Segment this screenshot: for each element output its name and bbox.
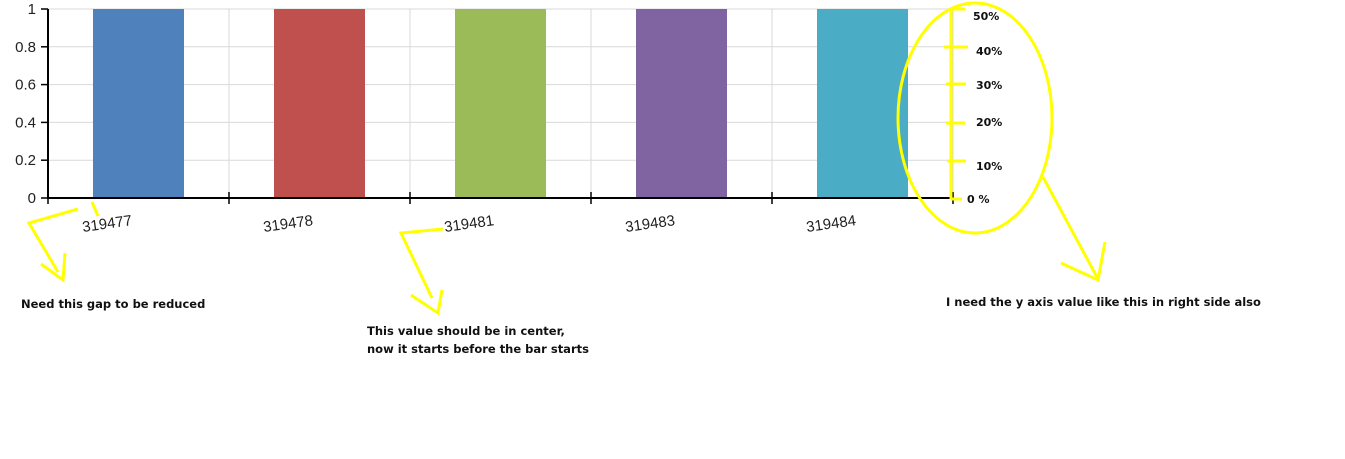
x-tick-label: 319484 xyxy=(805,212,857,236)
right-axis-label: 20% xyxy=(976,116,1002,129)
center-note-line2: now it starts before the bar starts xyxy=(367,342,589,356)
y-tick-label: 0.4 xyxy=(15,114,36,131)
center-note-line1: This value should be in center, xyxy=(367,324,565,338)
bars xyxy=(93,9,908,198)
x-axis-ticks: 319477 319478 319481 319483 319484 xyxy=(47,192,954,236)
right-axis-label: 40% xyxy=(976,45,1002,58)
y-tick-label: 0.8 xyxy=(15,39,36,56)
annotation-marks xyxy=(26,1,1107,316)
right-axis-label: 50% xyxy=(973,10,999,23)
right-axis-label: 10% xyxy=(976,160,1002,173)
y-axis-ticks: 0 0.2 0.4 0.6 0.8 1 xyxy=(15,1,48,207)
y-tick-label: 1 xyxy=(28,1,36,18)
highlight-ellipse xyxy=(896,1,1054,235)
bar-319481 xyxy=(455,9,546,198)
axes xyxy=(47,9,953,199)
gap-note: Need this gap to be reduced xyxy=(21,297,205,311)
y-tick-label: 0.6 xyxy=(15,77,36,94)
right-axis-labels: 0 % 10% 20% 30% 40% 50% xyxy=(967,10,1002,206)
bar-319484 xyxy=(817,9,908,198)
bar-319478 xyxy=(274,9,365,198)
x-tick-label: 319481 xyxy=(443,212,495,236)
right-axis-label: 30% xyxy=(976,79,1002,92)
right-axis-note: I need the y axis value like this in rig… xyxy=(946,295,1261,309)
center-arrow xyxy=(398,227,444,316)
right-yaxis-sketch xyxy=(944,7,968,201)
x-tick-label: 319478 xyxy=(262,212,314,236)
right-axis-label: 0 % xyxy=(967,193,990,206)
bar-319483 xyxy=(636,9,727,198)
right-note-arrow xyxy=(1041,176,1107,283)
y-tick-label: 0.2 xyxy=(15,152,36,169)
gap-arrow xyxy=(26,201,100,283)
x-tick-label: 319477 xyxy=(81,212,133,236)
x-tick-label: 319483 xyxy=(624,212,676,236)
y-tick-label: 0 xyxy=(28,190,36,207)
bar-319477 xyxy=(93,9,184,198)
